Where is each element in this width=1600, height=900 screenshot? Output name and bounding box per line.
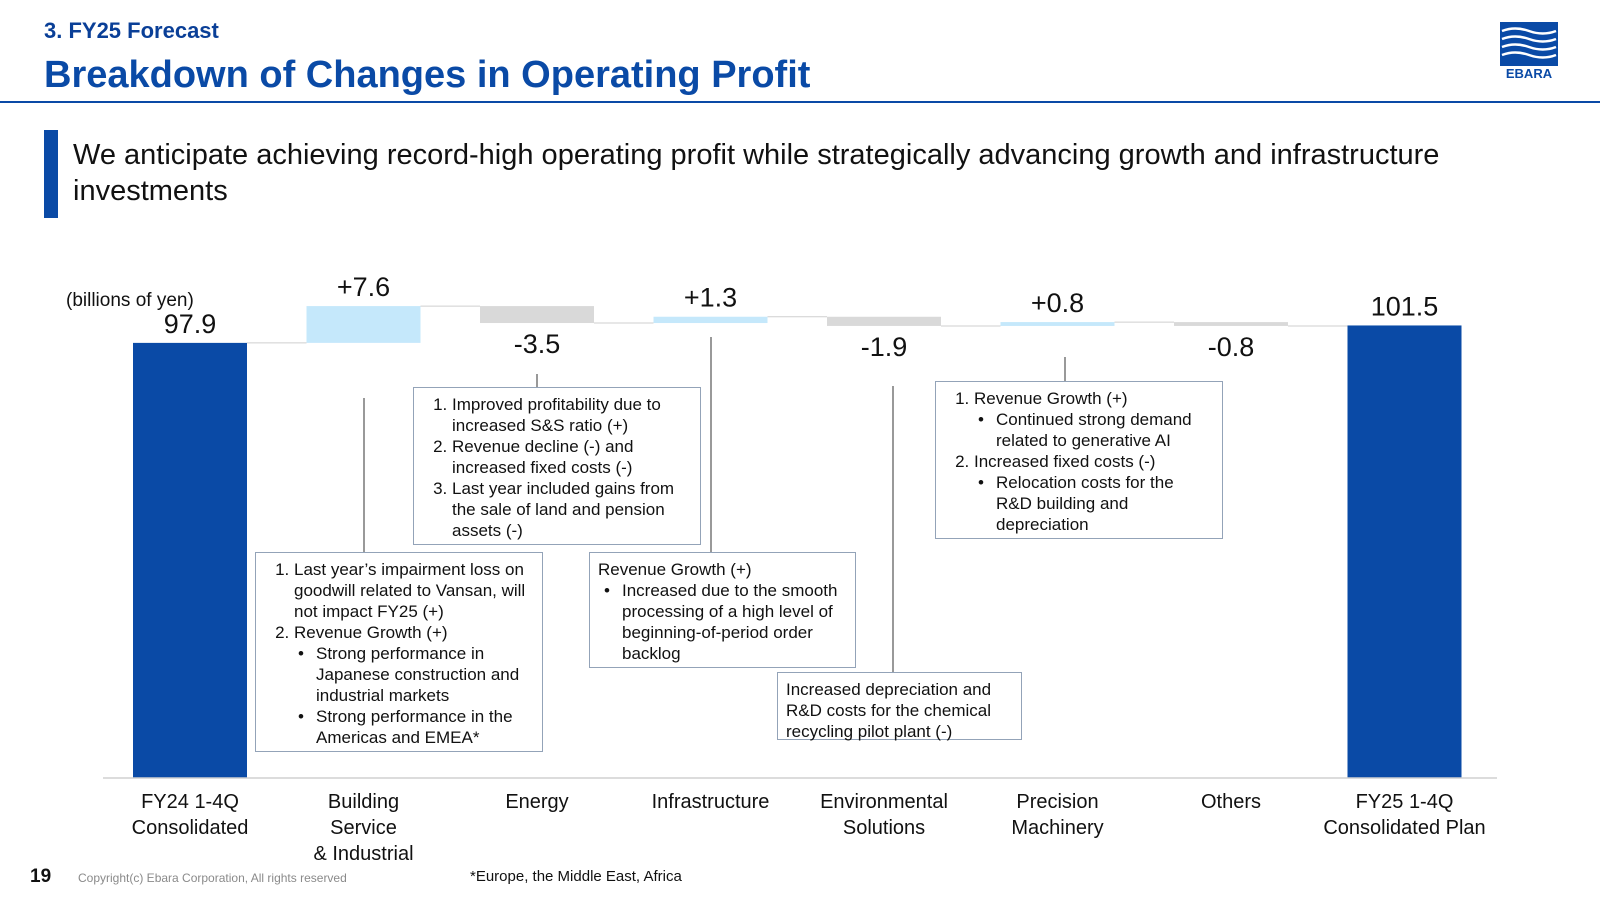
value-label: -1.9 (861, 332, 908, 362)
lead-statement: We anticipate achieving record-high oper… (73, 139, 1440, 207)
note-bullet: Continued strong demand related to gener… (978, 409, 1214, 451)
bar-8 (1347, 325, 1462, 778)
bar-3 (480, 306, 594, 324)
section-label: 3. FY25 Forecast (44, 18, 219, 43)
note-precision-machinery: Revenue Growth (+) Continued strong dema… (935, 381, 1223, 539)
value-label: +7.6 (337, 272, 390, 302)
category-label: Solutions (843, 817, 925, 839)
category-label: Precision (1016, 791, 1098, 813)
lead-accent-bar (44, 130, 58, 218)
copyright: Copyright(c) Ebara Corporation, All righ… (78, 871, 347, 885)
note-text: Increased depreciation and R&D costs for… (786, 680, 992, 741)
note-item: Revenue decline (-) and increased fixed … (452, 436, 692, 478)
category-label: FY24 1-4Q (141, 791, 239, 813)
note-bullet: Strong performance in Japanese construct… (298, 643, 534, 706)
note-building-service: Last year’s impairment loss on goodwill … (255, 552, 543, 752)
note-heading: Revenue Growth (+) (598, 560, 752, 579)
category-label: FY25 1-4Q (1356, 791, 1454, 813)
category-label: Consolidated (132, 817, 249, 839)
note-item: Revenue Growth (+) Continued strong dema… (974, 388, 1214, 451)
note-infrastructure: Revenue Growth (+) Increased due to the … (589, 552, 856, 668)
note-energy: Improved profitability due to increased … (413, 387, 701, 545)
note-item: Revenue Growth (+) Strong performance in… (294, 622, 534, 748)
bar-7 (1174, 322, 1288, 326)
category-label: Service (330, 817, 397, 839)
value-label: +1.3 (684, 283, 737, 313)
category-label: Building (328, 791, 399, 813)
footnote: *Europe, the Middle East, Africa (470, 868, 682, 885)
value-label: -3.5 (514, 329, 561, 359)
title-divider (0, 101, 1600, 103)
bar-6 (1000, 322, 1115, 326)
note-item: Increased fixed costs (-) Relocation cos… (974, 451, 1214, 535)
note-bullet: Increased due to the smooth processing o… (604, 580, 847, 664)
value-label: -0.8 (1208, 332, 1255, 362)
note-bullet: Strong performance in the Americas and E… (298, 706, 534, 748)
page-number: 19 (30, 866, 52, 887)
page-title: Breakdown of Changes in Operating Profit (44, 54, 811, 96)
category-label: Energy (505, 791, 568, 813)
note-environmental-solutions: Increased depreciation and R&D costs for… (777, 672, 1022, 741)
value-label: 101.5 (1371, 291, 1439, 321)
value-label: 97.9 (164, 309, 217, 339)
note-bullet: Relocation costs for the R&D building an… (978, 472, 1214, 535)
category-label: & Industrial (313, 843, 413, 865)
ebara-logo: EBARA (1500, 22, 1558, 80)
unit-label: (billions of yen) (66, 290, 194, 311)
note-item: Last year included gains from the sale o… (452, 478, 692, 541)
bar-1 (133, 342, 247, 778)
bar-4 (653, 316, 768, 324)
category-label: Infrastructure (652, 791, 770, 813)
value-label: +0.8 (1031, 288, 1084, 318)
category-label: Machinery (1011, 817, 1103, 839)
category-label: Consolidated Plan (1323, 817, 1485, 839)
category-label: Others (1201, 791, 1261, 813)
bar-5 (827, 316, 941, 326)
svg-text:EBARA: EBARA (1506, 66, 1553, 80)
note-item: Improved profitability due to increased … (452, 394, 692, 436)
category-label: Environmental (820, 791, 948, 813)
note-item: Last year’s impairment loss on goodwill … (294, 559, 534, 622)
bar-2 (306, 306, 421, 343)
